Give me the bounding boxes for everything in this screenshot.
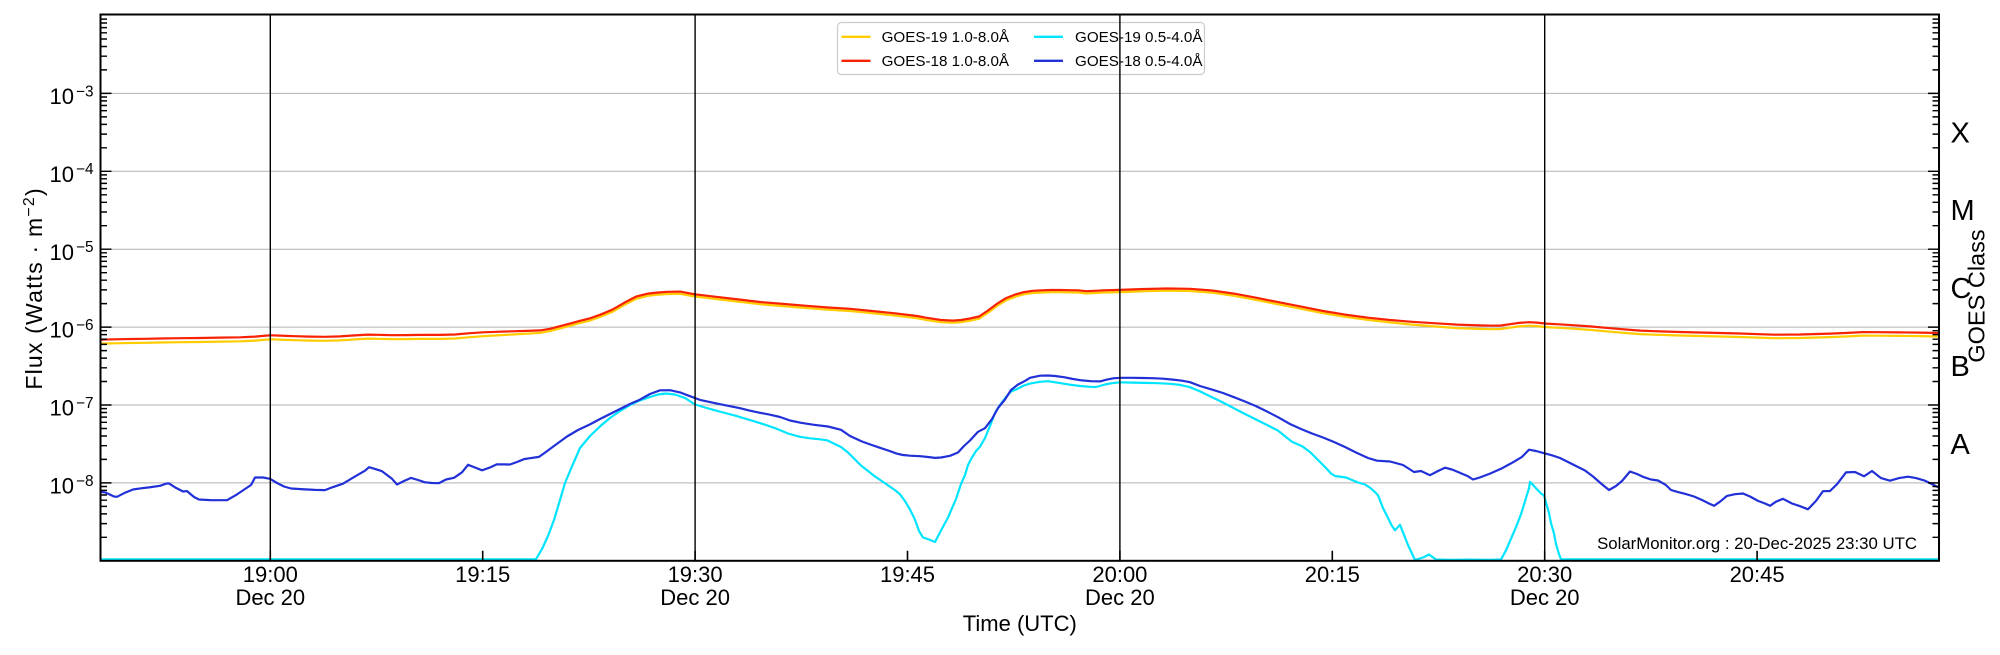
svg-text:SolarMonitor.org : 20-Dec-2025: SolarMonitor.org : 20-Dec-2025 23:30 UTC	[1597, 534, 1917, 553]
svg-text:Time (UTC): Time (UTC)	[963, 611, 1077, 636]
svg-text:B: B	[1951, 351, 1970, 383]
svg-text:Flux (Watts · m−2): Flux (Watts · m−2)	[21, 187, 47, 390]
svg-text:GOES-18 1.0-8.0Å: GOES-18 1.0-8.0Å	[882, 53, 1010, 70]
svg-text:Dec 20: Dec 20	[1085, 585, 1155, 610]
svg-text:M: M	[1951, 195, 1975, 227]
svg-text:−5: −5	[76, 239, 94, 256]
svg-text:GOES Class: GOES Class	[1964, 229, 1990, 362]
svg-text:GOES-19 1.0-8.0Å: GOES-19 1.0-8.0Å	[882, 29, 1010, 46]
svg-text:Dec 20: Dec 20	[1510, 585, 1580, 610]
svg-text:GOES-19 0.5-4.0Å: GOES-19 0.5-4.0Å	[1075, 29, 1203, 46]
svg-text:10: 10	[50, 318, 74, 343]
svg-text:20:30: 20:30	[1517, 562, 1572, 587]
svg-text:−6: −6	[76, 317, 94, 334]
svg-text:Dec 20: Dec 20	[660, 585, 730, 610]
svg-text:20:00: 20:00	[1092, 562, 1147, 587]
svg-text:X: X	[1951, 117, 1970, 149]
svg-text:20:15: 20:15	[1305, 562, 1360, 587]
svg-text:19:45: 19:45	[880, 562, 935, 587]
svg-text:−7: −7	[76, 395, 94, 412]
svg-text:19:30: 19:30	[668, 562, 723, 587]
svg-text:10: 10	[50, 240, 74, 265]
svg-text:19:00: 19:00	[243, 562, 298, 587]
svg-text:19:15: 19:15	[455, 562, 510, 587]
svg-text:C: C	[1951, 273, 1972, 305]
svg-text:−8: −8	[76, 473, 94, 490]
svg-text:Dec 20: Dec 20	[235, 585, 305, 610]
svg-text:10: 10	[50, 474, 74, 499]
svg-text:A: A	[1951, 429, 1971, 461]
svg-text:GOES-18 0.5-4.0Å: GOES-18 0.5-4.0Å	[1075, 53, 1203, 70]
svg-text:10: 10	[50, 396, 74, 421]
svg-text:10: 10	[50, 162, 74, 187]
svg-text:−3: −3	[76, 83, 94, 100]
svg-text:20:45: 20:45	[1730, 562, 1785, 587]
svg-text:−4: −4	[76, 161, 94, 178]
svg-text:10: 10	[50, 84, 74, 109]
